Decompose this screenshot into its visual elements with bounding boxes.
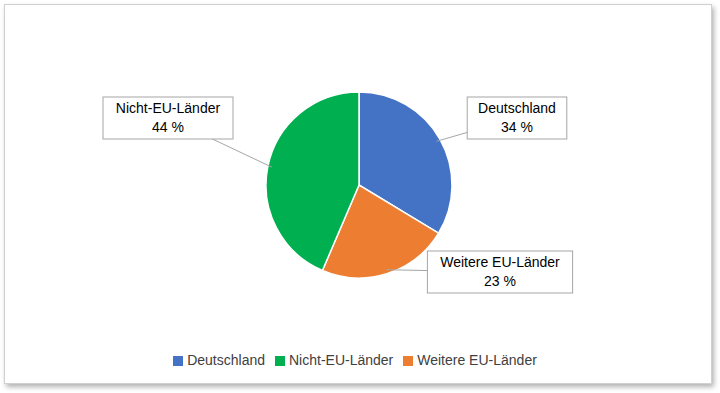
- svg-text:23 %: 23 %: [484, 273, 516, 289]
- svg-text:34 %: 34 %: [501, 119, 533, 135]
- html-text:Weitere EU-Länder: Weitere EU-Länder: [417, 352, 537, 368]
- svg-text:Deutschland: Deutschland: [478, 100, 556, 116]
- html-text:Nicht-EU-Länder: Nicht-EU-Länder: [289, 352, 394, 368]
- svg-text:Nicht-EU-Länder: Nicht-EU-Länder: [116, 100, 221, 116]
- html-text:Deutschland: Deutschland: [187, 352, 265, 368]
- svg-text:Weitere EU-Länder: Weitere EU-Länder: [440, 254, 560, 270]
- svg-text:44 %: 44 %: [152, 119, 184, 135]
